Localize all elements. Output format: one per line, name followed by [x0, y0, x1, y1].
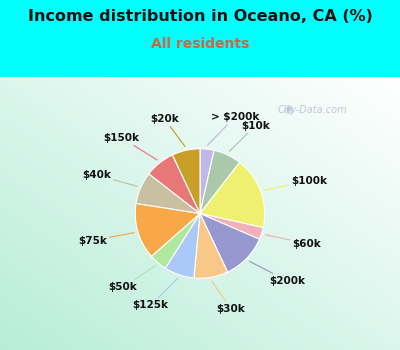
Text: All residents: All residents — [151, 37, 249, 51]
Text: Income distribution in Oceano, CA (%): Income distribution in Oceano, CA (%) — [28, 9, 372, 24]
Text: City-Data.com: City-Data.com — [277, 105, 347, 115]
Wedge shape — [200, 149, 214, 214]
Wedge shape — [200, 214, 263, 239]
Text: $30k: $30k — [212, 281, 246, 314]
Text: $20k: $20k — [150, 114, 185, 147]
Wedge shape — [165, 214, 200, 278]
Text: $60k: $60k — [265, 235, 321, 248]
Wedge shape — [172, 149, 200, 214]
Wedge shape — [200, 214, 260, 272]
Wedge shape — [194, 214, 228, 278]
Text: $100k: $100k — [264, 176, 327, 190]
Text: ◉: ◉ — [283, 105, 293, 115]
Text: $200k: $200k — [249, 261, 306, 286]
Wedge shape — [135, 203, 200, 256]
Text: > $200k: > $200k — [208, 112, 259, 145]
Wedge shape — [149, 155, 200, 214]
Text: $125k: $125k — [132, 279, 178, 310]
Wedge shape — [200, 162, 265, 228]
Wedge shape — [136, 174, 200, 214]
Wedge shape — [152, 214, 200, 268]
Text: $40k: $40k — [82, 170, 137, 186]
Wedge shape — [200, 150, 240, 214]
Text: $150k: $150k — [103, 133, 157, 160]
Text: $75k: $75k — [78, 233, 134, 246]
Text: $50k: $50k — [108, 266, 156, 292]
Text: $10k: $10k — [229, 121, 270, 152]
